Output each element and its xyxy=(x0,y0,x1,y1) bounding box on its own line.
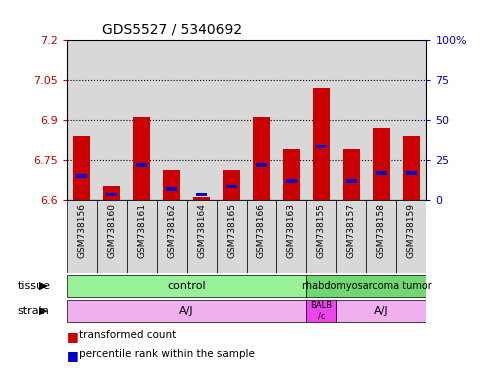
Bar xyxy=(67,200,97,273)
Bar xyxy=(256,163,267,167)
Text: GSM738166: GSM738166 xyxy=(257,204,266,258)
Bar xyxy=(193,197,210,200)
Text: ■: ■ xyxy=(67,330,78,343)
Text: GSM738156: GSM738156 xyxy=(77,204,86,258)
Text: A/J: A/J xyxy=(374,306,389,316)
Text: A/J: A/J xyxy=(179,306,194,316)
Bar xyxy=(106,192,117,196)
Bar xyxy=(313,88,330,200)
Bar xyxy=(186,200,216,273)
Text: GSM738159: GSM738159 xyxy=(407,204,416,258)
Bar xyxy=(163,170,180,200)
Bar xyxy=(286,179,297,183)
Bar xyxy=(133,118,150,200)
Bar xyxy=(246,200,277,273)
Bar xyxy=(396,40,426,200)
Bar xyxy=(343,149,360,200)
Text: ▶: ▶ xyxy=(39,281,48,291)
Bar xyxy=(216,200,246,273)
Text: rhabdomyosarcoma tumor: rhabdomyosarcoma tumor xyxy=(302,281,431,291)
Bar xyxy=(396,200,426,273)
Bar xyxy=(336,40,366,200)
Text: ■: ■ xyxy=(67,349,78,362)
Bar xyxy=(73,136,90,200)
Text: transformed count: transformed count xyxy=(79,330,176,340)
Text: tissue: tissue xyxy=(17,281,50,291)
Bar xyxy=(246,40,277,200)
Bar xyxy=(127,40,157,200)
Text: BALB
/c: BALB /c xyxy=(311,301,333,321)
Bar xyxy=(366,200,396,273)
Bar xyxy=(157,40,186,200)
Bar xyxy=(376,171,387,175)
Bar xyxy=(67,275,307,297)
Text: GSM738158: GSM738158 xyxy=(377,204,386,258)
Bar xyxy=(373,128,389,200)
Bar xyxy=(403,136,420,200)
Text: GSM738161: GSM738161 xyxy=(137,204,146,258)
Bar xyxy=(97,200,127,273)
Bar xyxy=(346,179,357,183)
Text: GSM738160: GSM738160 xyxy=(107,204,116,258)
Bar xyxy=(277,200,307,273)
Bar xyxy=(226,185,237,188)
Bar xyxy=(336,300,426,322)
Text: GSM738155: GSM738155 xyxy=(317,204,326,258)
Bar xyxy=(97,40,127,200)
Bar xyxy=(283,149,300,200)
Text: GSM738165: GSM738165 xyxy=(227,204,236,258)
Bar xyxy=(127,200,157,273)
Text: GSM738163: GSM738163 xyxy=(287,204,296,258)
Bar xyxy=(307,200,336,273)
Text: strain: strain xyxy=(17,306,49,316)
Bar xyxy=(76,174,87,178)
Bar xyxy=(316,145,327,149)
Text: percentile rank within the sample: percentile rank within the sample xyxy=(79,349,255,359)
Bar xyxy=(196,192,207,196)
Text: control: control xyxy=(167,281,206,291)
Text: GSM738164: GSM738164 xyxy=(197,204,206,258)
Bar xyxy=(307,300,336,322)
Bar xyxy=(186,40,216,200)
Bar xyxy=(307,40,336,200)
Bar xyxy=(336,200,366,273)
Text: ▶: ▶ xyxy=(39,306,48,316)
Text: GSM738157: GSM738157 xyxy=(347,204,356,258)
Bar xyxy=(307,275,426,297)
Bar xyxy=(277,40,307,200)
Bar xyxy=(67,40,97,200)
Bar xyxy=(67,300,307,322)
Text: GSM738162: GSM738162 xyxy=(167,204,176,258)
Bar xyxy=(406,171,417,175)
Bar xyxy=(253,118,270,200)
Bar xyxy=(216,40,246,200)
Bar xyxy=(366,40,396,200)
Bar xyxy=(157,200,186,273)
Bar xyxy=(166,187,177,191)
Bar xyxy=(136,163,147,167)
Bar xyxy=(223,170,240,200)
Text: GDS5527 / 5340692: GDS5527 / 5340692 xyxy=(103,23,243,36)
Bar xyxy=(104,186,120,200)
